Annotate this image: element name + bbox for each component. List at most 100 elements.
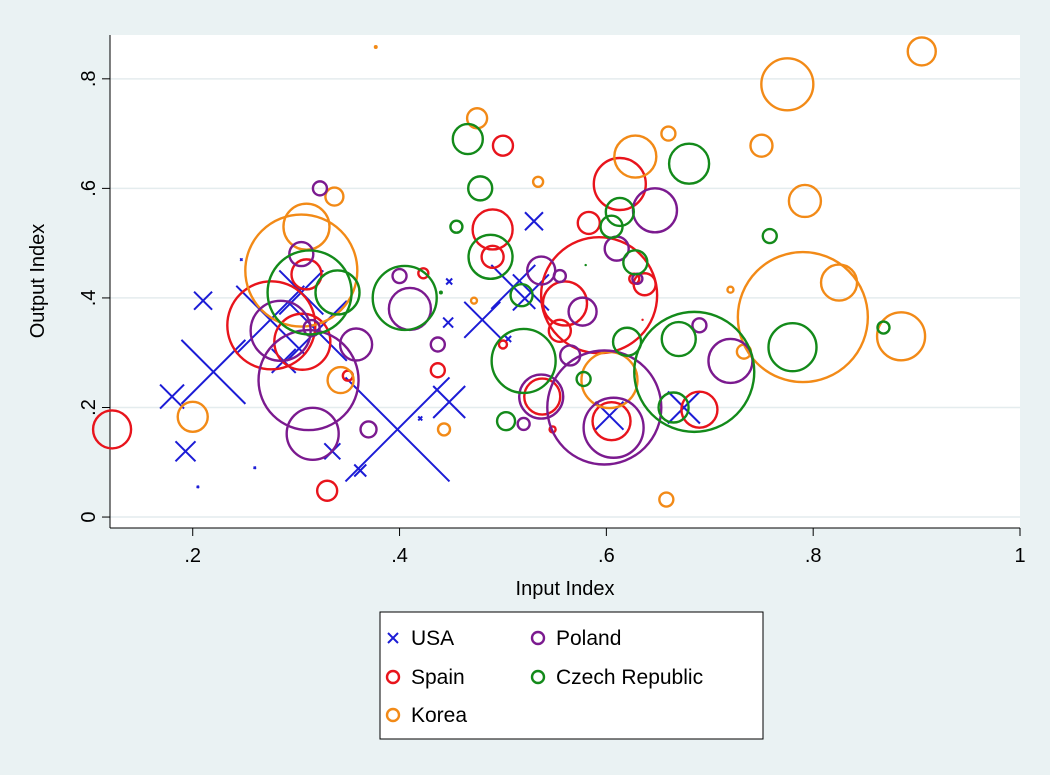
point-korea-13	[658, 491, 675, 508]
point-usa-17	[445, 277, 453, 286]
data-marks	[91, 36, 937, 508]
point-poland-7	[359, 420, 378, 439]
point-czech-republic-7	[467, 233, 514, 281]
point-korea-11	[613, 134, 658, 179]
legend: USA Poland Spain Czech Republic Korea	[379, 611, 764, 740]
point-usa-2	[193, 290, 213, 311]
x-tick-label: .4	[391, 545, 408, 567]
point-usa-16	[442, 316, 454, 329]
x-tick-label: .6	[598, 545, 615, 567]
point-poland-6	[338, 327, 374, 362]
y-tick-label: .8	[78, 70, 100, 87]
point-usa-12	[353, 463, 367, 478]
legend-marker-poland	[530, 630, 546, 646]
legend-label-korea: Korea	[411, 704, 467, 727]
point-poland-22	[691, 317, 708, 334]
point-spain-8	[497, 339, 509, 350]
point-poland-3	[285, 406, 340, 461]
point-korea-1	[244, 213, 359, 328]
point-czech-republic-2	[371, 264, 438, 332]
point-korea-6	[436, 422, 452, 437]
point-korea-21	[875, 311, 927, 362]
point-czech-republic-22	[767, 322, 818, 373]
point-czech-republic-8	[495, 410, 517, 432]
point-usa-15	[432, 385, 466, 419]
point-spain-6	[417, 267, 430, 280]
point-czech-republic-0	[266, 249, 353, 336]
point-spain-7	[429, 362, 447, 379]
x-tick-label: 1	[1014, 545, 1025, 567]
legend-label-spain: Spain	[411, 666, 465, 689]
point-czech-republic-11	[575, 370, 592, 388]
point-korea-9	[531, 175, 545, 189]
point-poland-11	[516, 416, 531, 432]
point-czech-republic-3	[438, 290, 443, 295]
point-usa-4	[196, 485, 200, 489]
point-korea-5	[373, 45, 378, 50]
y-tick-label: .4	[78, 290, 100, 307]
point-spain-4	[315, 479, 339, 502]
point-poland-5	[311, 180, 329, 197]
axes: .2 .4 .6 .8 1 0 .2 .4 .6 .8	[78, 35, 1026, 567]
point-czech-republic-20	[633, 310, 756, 434]
point-korea-10	[580, 350, 639, 410]
point-korea-19	[736, 250, 870, 384]
point-poland-2	[257, 328, 360, 432]
y-axis-label: Output Index	[27, 224, 49, 339]
point-spain-0	[91, 409, 133, 450]
point-czech-republic-12	[584, 263, 587, 267]
point-usa-6	[253, 466, 257, 470]
point-korea-16	[749, 133, 774, 158]
legend-entries: USA Poland Spain Czech Republic Korea	[385, 627, 703, 727]
point-czech-republic-9	[509, 282, 534, 308]
point-korea-3	[324, 186, 345, 207]
point-spain-21	[632, 272, 657, 297]
point-czech-republic-23	[876, 320, 891, 335]
series-korea	[176, 36, 937, 508]
point-czech-republic-5	[451, 122, 484, 156]
point-czech-republic-18	[660, 320, 697, 358]
point-usa-14	[417, 415, 423, 422]
legend-label-poland: Poland	[556, 627, 621, 650]
point-korea-7	[469, 296, 479, 305]
series-czech-republic	[266, 122, 891, 434]
point-usa-22	[524, 211, 544, 231]
point-poland-18	[582, 396, 645, 459]
point-spain-11	[480, 244, 505, 270]
point-usa-0	[159, 383, 185, 410]
legend-box	[379, 611, 764, 740]
point-poland-4	[302, 318, 321, 338]
point-korea-18	[787, 183, 823, 219]
point-spain-15	[541, 280, 589, 327]
y-tick-label: .2	[78, 399, 100, 416]
point-usa-18	[463, 301, 501, 339]
point-korea-14	[726, 285, 735, 294]
point-spain-23	[680, 390, 719, 429]
point-poland-14	[552, 268, 568, 284]
point-spain-9	[491, 134, 515, 157]
point-korea-12	[660, 125, 677, 142]
point-spain-10	[471, 208, 514, 251]
series-spain	[91, 134, 719, 502]
point-spain-3	[290, 258, 323, 291]
point-czech-republic-1	[314, 269, 361, 316]
gridlines	[110, 78, 1020, 518]
x-tick-label: .2	[184, 545, 201, 567]
x-axis-label: Input Index	[516, 578, 615, 600]
point-czech-republic-6	[467, 175, 494, 202]
point-poland-1	[288, 240, 315, 268]
legend-marker-spain	[385, 669, 401, 685]
point-poland-8	[391, 267, 408, 285]
point-usa-13	[344, 376, 451, 483]
point-usa-7	[235, 285, 305, 355]
legend-label-czech-republic: Czech Republic	[556, 666, 703, 689]
point-czech-republic-14	[604, 196, 636, 228]
point-czech-republic-19	[667, 142, 711, 185]
point-czech-republic-4	[449, 219, 464, 234]
legend-marker-usa	[387, 632, 399, 644]
point-spain-16	[576, 210, 601, 236]
point-korea-20	[819, 263, 859, 302]
point-poland-10	[429, 336, 447, 353]
